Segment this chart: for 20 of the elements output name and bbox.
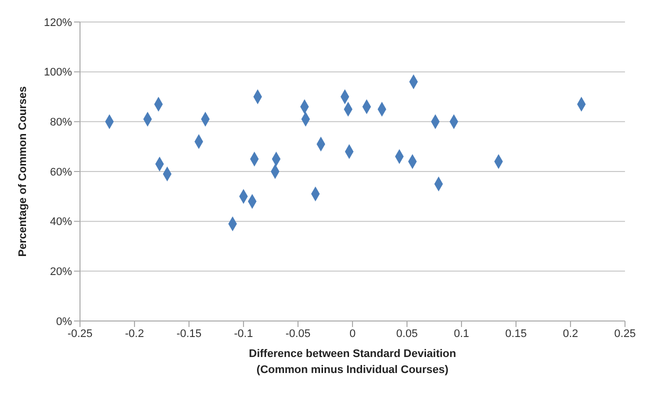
x-tick-label: -0.1 — [234, 328, 253, 340]
y-tick-label: 120% — [44, 16, 72, 29]
x-axis-title: Difference between Standard Deviaition (Common minus Individual Courses) — [248, 348, 456, 376]
x-tick-label: 0 — [349, 328, 356, 340]
x-tick-label: 0.15 — [505, 328, 527, 340]
x-tick-label: 0.1 — [454, 328, 470, 340]
y-tick-label: 80% — [50, 116, 72, 129]
x-tick-label: -0.2 — [125, 328, 144, 340]
x-tick-label: -0.15 — [176, 328, 202, 340]
y-tick-label: 100% — [44, 66, 72, 79]
x-tick-label: 0.05 — [396, 328, 418, 340]
x-tick-label: -0.25 — [67, 328, 93, 340]
y-axis-title: Percentage of Common Courses — [16, 86, 29, 257]
y-tick-label: 40% — [50, 216, 72, 228]
y-tick-label: 20% — [50, 266, 72, 278]
x-tick-label: -0.05 — [285, 328, 311, 340]
y-tick-label: 60% — [50, 166, 72, 178]
x-tick-label: 0.2 — [562, 328, 578, 340]
x-tick-label: 0.25 — [614, 328, 636, 340]
y-tick-label: 0% — [56, 316, 72, 328]
